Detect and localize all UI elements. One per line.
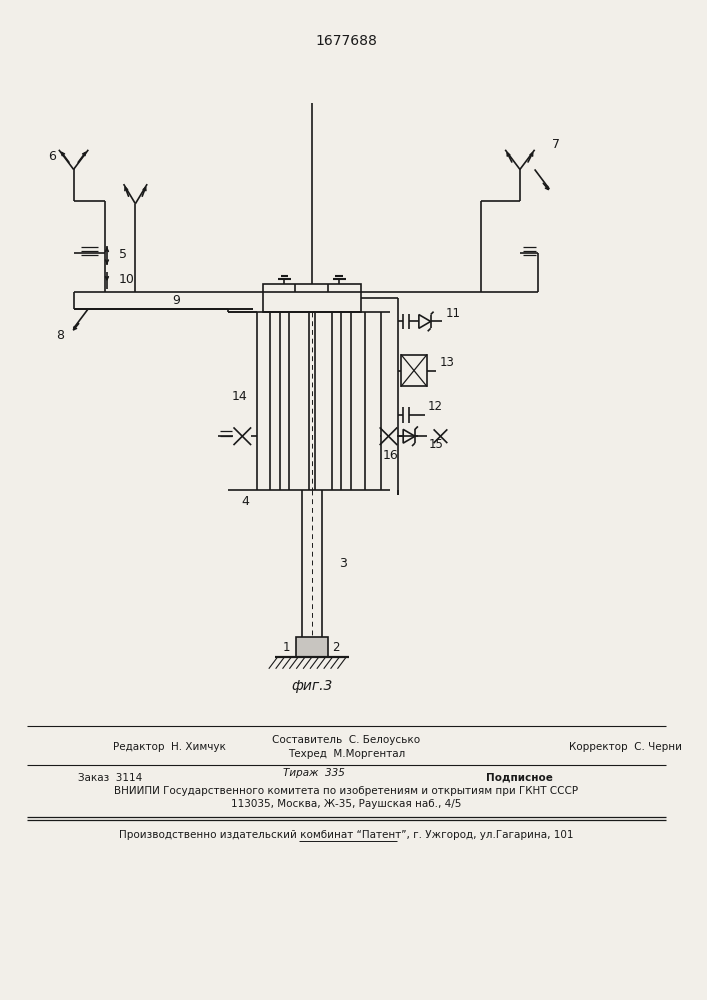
Text: 16: 16 [382,449,398,462]
Bar [263,284,361,312]
Text: Заказ  3114: Заказ 3114 [78,773,143,783]
Polygon shape [419,315,431,328]
Text: 13: 13 [440,356,455,369]
Text: ВНИИПИ Государственного комитета по изобретениям и открытиям при ГКНТ СССР: ВНИИПИ Государственного комитета по изоб… [115,786,578,796]
Bar [296,637,327,657]
Text: 5: 5 [119,248,127,261]
Text: 14: 14 [231,390,247,403]
Text: 6: 6 [48,150,56,163]
Text: 113035, Москва, Ж-35, Раушская наб., 4/5: 113035, Москва, Ж-35, Раушская наб., 4/5 [231,799,462,809]
Text: 1677688: 1677688 [315,34,378,48]
Text: Редактор  Н. Химчук: Редактор Н. Химчук [113,742,226,752]
Text: фиг.3: фиг.3 [291,679,332,693]
Text: 7: 7 [552,138,560,151]
Text: Техред  М.Моргентал: Техред М.Моргентал [288,749,405,759]
Text: 3: 3 [339,557,347,570]
Text: 12: 12 [428,400,443,413]
Text: Составитель  С. Белоусько: Составитель С. Белоусько [272,735,421,745]
Text: Подписное: Подписное [486,773,554,783]
Text: Производственно издательский комбинат “Патент”, г. Ужгород, ул.Гагарина, 101: Производственно издательский комбинат “П… [119,830,573,840]
Text: 15: 15 [428,438,443,451]
Polygon shape [403,429,415,443]
Text: 1: 1 [283,641,291,654]
Text: 8: 8 [56,329,64,342]
Text: 10: 10 [119,273,134,286]
Text: 9: 9 [173,294,180,307]
Text: Тираж  335: Тираж 335 [283,768,345,778]
Text: Корректор  С. Черни: Корректор С. Черни [569,742,682,752]
Text: 2: 2 [332,641,340,654]
Text: 11: 11 [445,307,460,320]
Bar [402,355,427,386]
Text: 4: 4 [241,495,249,508]
